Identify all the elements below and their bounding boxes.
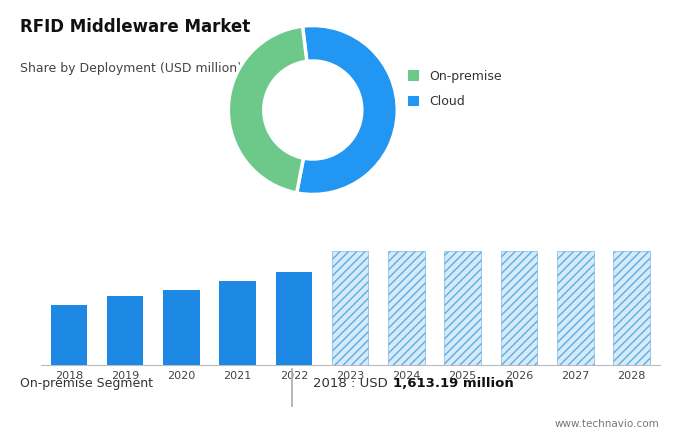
- Wedge shape: [296, 26, 397, 194]
- Legend: On-premise, Cloud: On-premise, Cloud: [408, 70, 502, 108]
- Bar: [275, 272, 312, 365]
- Bar: [50, 305, 87, 365]
- Text: On-premise Segment: On-premise Segment: [20, 378, 154, 390]
- Bar: [500, 251, 537, 365]
- Text: RFID Middleware Market: RFID Middleware Market: [20, 18, 251, 36]
- Wedge shape: [228, 26, 307, 193]
- Bar: [107, 296, 143, 365]
- Bar: [557, 251, 594, 365]
- Text: 2018 : USD: 2018 : USD: [313, 378, 392, 390]
- Bar: [220, 281, 256, 365]
- Bar: [613, 251, 650, 365]
- Text: 1,613.19 million: 1,613.19 million: [393, 378, 514, 390]
- Text: www.technavio.com: www.technavio.com: [555, 418, 660, 429]
- Bar: [388, 251, 425, 365]
- Bar: [163, 290, 200, 365]
- Bar: [332, 251, 369, 365]
- Bar: [445, 251, 481, 365]
- Text: Share by Deployment (USD million): Share by Deployment (USD million): [20, 62, 242, 75]
